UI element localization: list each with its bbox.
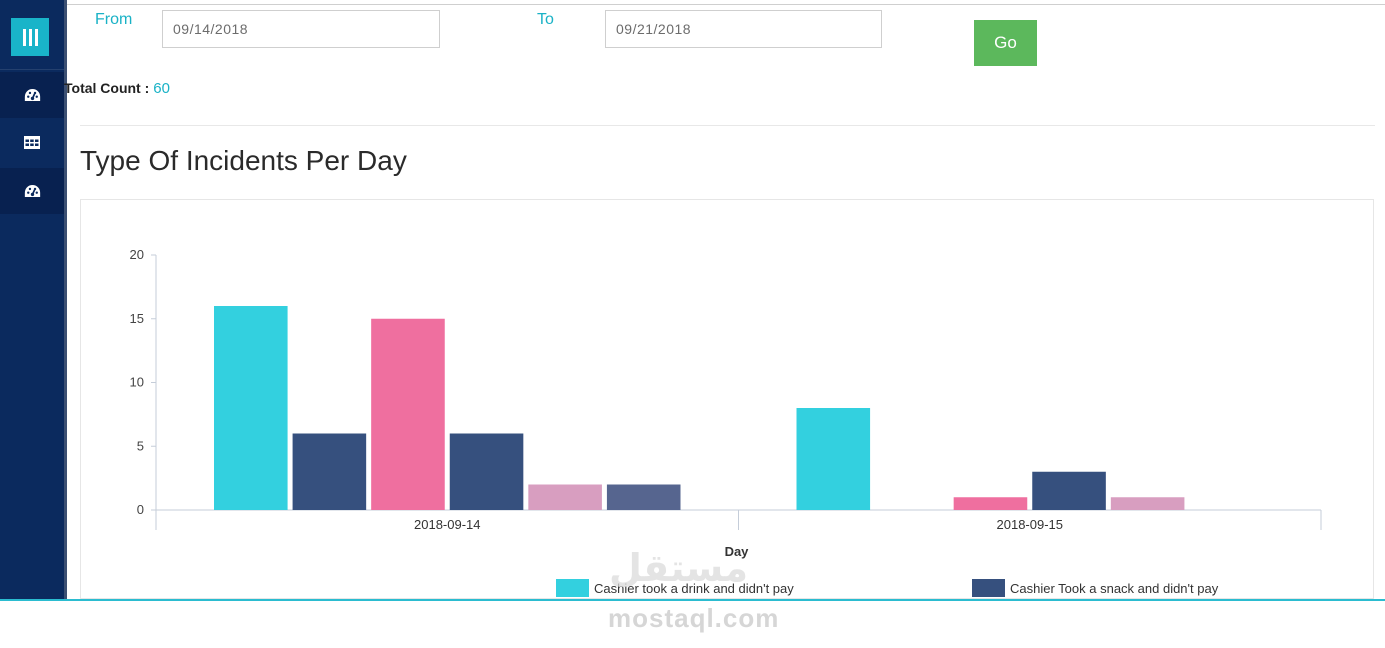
legend-swatch bbox=[972, 579, 1005, 597]
watermark-arabic: مستقل bbox=[609, 546, 748, 590]
legend-label: Cashier took a drink and didn't pay bbox=[594, 581, 794, 596]
total-count-label: Total Count : bbox=[64, 80, 150, 96]
footer-accent-line bbox=[0, 599, 1385, 601]
incidents-bar-chart: 0 5 10 15 20 2018-09-14 2018-09-15 Day Cashier t… bbox=[130, 247, 1322, 597]
sidebar-item-dashboard[interactable] bbox=[0, 72, 64, 118]
watermark-text: mostaql.com bbox=[608, 603, 780, 633]
bar bbox=[371, 318, 445, 510]
y-tick-label: 10 bbox=[130, 375, 144, 390]
sidebar-edge bbox=[64, 0, 67, 600]
from-label: From bbox=[95, 11, 133, 28]
sidebar-item-table[interactable] bbox=[0, 119, 64, 165]
bar bbox=[214, 306, 288, 510]
bar bbox=[1110, 497, 1185, 510]
total-count: Total Count :60 bbox=[64, 80, 170, 97]
bar bbox=[292, 433, 367, 510]
x-axis-label: Day bbox=[725, 544, 750, 559]
bar bbox=[606, 484, 681, 510]
top-border bbox=[66, 4, 1385, 5]
y-tick-label: 15 bbox=[130, 311, 144, 326]
dashboard-icon bbox=[24, 89, 40, 101]
bar bbox=[953, 497, 1028, 510]
bar bbox=[796, 408, 871, 510]
menu-toggle-button[interactable] bbox=[11, 18, 49, 56]
y-tick-label: 5 bbox=[137, 438, 144, 453]
menu-icon bbox=[22, 28, 38, 46]
divider bbox=[80, 125, 1375, 126]
sidebar-item-dashboard-2[interactable] bbox=[0, 168, 64, 214]
total-count-value: 60 bbox=[153, 80, 170, 97]
table-icon bbox=[24, 135, 40, 149]
y-tick-label: 20 bbox=[130, 247, 144, 262]
legend-swatch bbox=[556, 579, 589, 597]
x-tick-label: 2018-09-14 bbox=[414, 517, 481, 532]
section-title: Type Of Incidents Per Day bbox=[80, 145, 407, 176]
bar bbox=[528, 484, 602, 510]
sidebar bbox=[0, 0, 64, 600]
chart-panel: 0 5 10 15 20 2018-09-14 2018-09-15 Day Cashier t… bbox=[80, 199, 1374, 599]
y-tick-label: 0 bbox=[137, 502, 144, 517]
bar bbox=[1032, 471, 1106, 510]
go-button[interactable]: Go bbox=[974, 20, 1037, 66]
from-date-input[interactable] bbox=[162, 10, 440, 48]
to-label: To bbox=[537, 11, 554, 28]
legend-label: Cashier Took a snack and didn't pay bbox=[1010, 581, 1219, 596]
to-date-input[interactable] bbox=[605, 10, 882, 48]
bar bbox=[449, 433, 524, 510]
x-tick-label: 2018-09-15 bbox=[997, 517, 1064, 532]
dashboard-icon bbox=[24, 185, 40, 197]
sidebar-divider bbox=[0, 69, 64, 70]
